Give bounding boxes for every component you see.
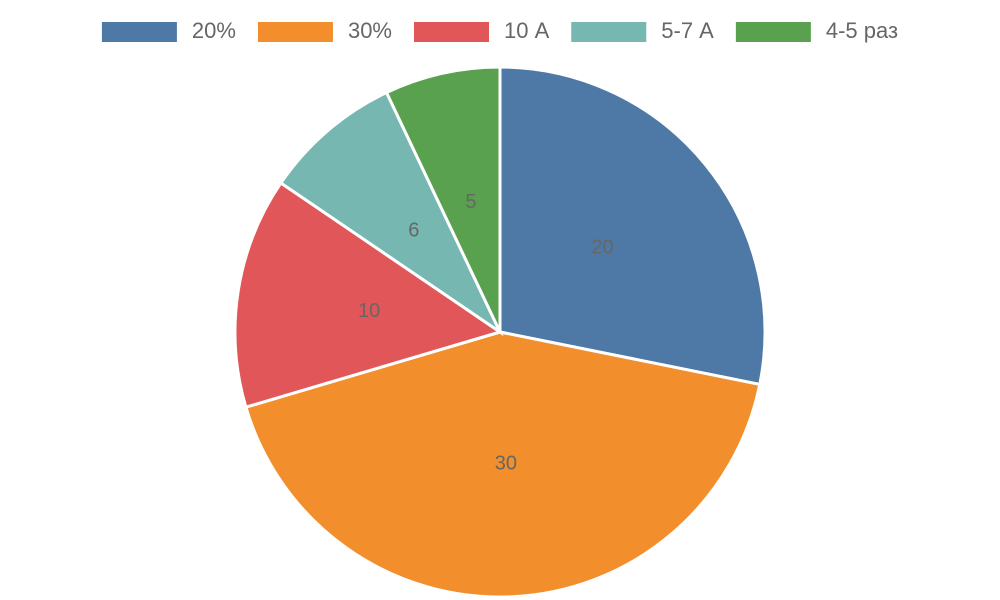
legend-label: 4-5 раз [826, 18, 898, 43]
legend-swatch [414, 22, 489, 42]
slice-label: 30 [495, 453, 517, 475]
legend-label: 5-7 А [661, 18, 714, 43]
pie-slice [498, 65, 767, 387]
slice-label: 5 [465, 191, 476, 213]
legend-swatch [735, 22, 811, 42]
slice-label: 20 [591, 236, 613, 258]
legend-label: 20% [192, 18, 236, 43]
pie-slice [384, 65, 502, 333]
legend-swatch [257, 22, 333, 42]
legend-label: 30% [348, 18, 392, 43]
legend-swatch [571, 22, 647, 42]
legend-label: 10 А [504, 18, 550, 43]
slice-label: 6 [408, 220, 419, 242]
slice-label: 10 [358, 300, 380, 322]
pie-slice [278, 90, 504, 337]
pie-slice [233, 180, 504, 410]
pie-slice [244, 330, 762, 599]
legend-swatch [101, 22, 177, 42]
